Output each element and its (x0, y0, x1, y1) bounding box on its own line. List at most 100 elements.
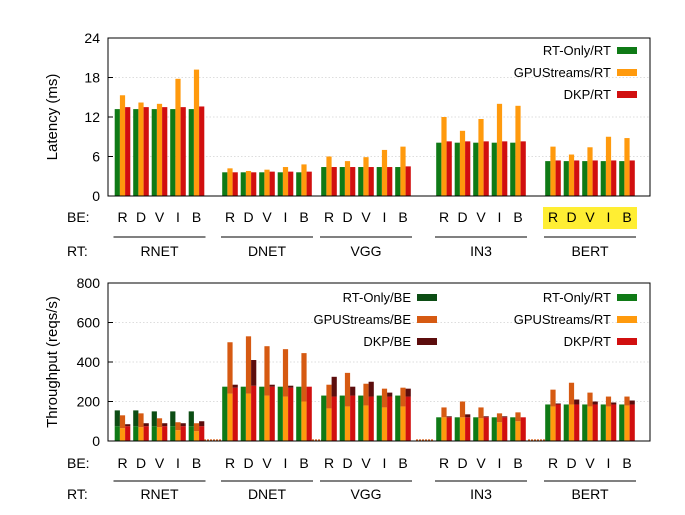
throughput-rt-bar (133, 426, 139, 441)
throughput-rt-bar (555, 404, 561, 441)
latency-be-label: R (324, 209, 334, 225)
throughput-rt-bar (306, 386, 312, 441)
throughput-y-tick-label: 600 (77, 315, 101, 331)
latency-bar (619, 161, 625, 196)
throughput-rt-bar (376, 395, 382, 441)
throughput-be-bar (568, 382, 575, 405)
latency-bar (143, 107, 149, 197)
latency-bar (454, 142, 460, 196)
latency-bar (326, 156, 332, 196)
throughput-rt-bar (222, 386, 228, 441)
latency-bar (188, 109, 194, 196)
throughput-be-bar (405, 388, 411, 397)
throughput-rt-bar (227, 393, 233, 441)
latency-bar (251, 172, 257, 196)
throughput-rt-bar (339, 395, 345, 441)
throughput-rt-bar (605, 406, 612, 441)
latency-be-label: D (243, 209, 253, 225)
throughput-legend-swatch (617, 294, 637, 301)
latency-bar (264, 169, 270, 196)
latency-bar (344, 161, 351, 196)
throughput-be-bar (282, 349, 289, 397)
throughput-be-bar (138, 413, 144, 428)
throughput-be-bar (119, 415, 126, 429)
throughput-be-label: B (299, 455, 308, 471)
latency-be-label: B (513, 209, 522, 225)
throughput-rt-bar (162, 426, 168, 441)
throughput-rt-bar (269, 386, 275, 441)
throughput-legend-label: GPUStreams/BE (313, 312, 411, 327)
latency-be-label: D (566, 209, 576, 225)
latency-bar (301, 164, 307, 196)
latency-legend: RT-Only/RT GPUStreams/RT DKP/RT (514, 43, 637, 102)
latency-be-label: I (607, 209, 611, 225)
throughput-be-bar (555, 403, 561, 405)
throughput-be-bar (301, 353, 307, 402)
throughput-be-bar (264, 346, 270, 396)
latency-bar (563, 161, 569, 196)
throughput-be-label: V (476, 455, 486, 471)
latency-bar (296, 172, 302, 196)
latency-bar (282, 167, 289, 196)
latency-group-label: IN3 (470, 243, 492, 259)
latency-bar (259, 172, 265, 196)
throughput-rt-bar (114, 426, 120, 441)
throughput-y-axis-label: Throughput (reqs/s) (44, 296, 61, 428)
latency-be-label: D (342, 209, 352, 225)
latency-be-label: V (155, 209, 165, 225)
throughput-legend-swatch (617, 338, 637, 345)
throughput-be-bar (611, 402, 617, 405)
latency-be-label: B (299, 209, 308, 225)
throughput-chart: Throughput (reqs/s) 0 200 400 600 800 RT-Onl… (44, 275, 651, 502)
throughput-be-bar (592, 401, 598, 405)
latency-be-label: I (284, 209, 288, 225)
throughput-be-bar (326, 384, 332, 409)
throughput-be-bar (193, 423, 200, 432)
latency-bar (199, 106, 205, 196)
latency-legend-swatch (617, 47, 637, 54)
latency-be-row-label: BE: (67, 209, 90, 225)
latency-be-label: I (383, 209, 387, 225)
latency-bar (592, 160, 598, 196)
latency-bar (368, 167, 374, 196)
latency-bar (611, 160, 617, 196)
latency-bar (358, 167, 364, 196)
latency-y-axis-label: Latency (ms) (44, 74, 61, 161)
latency-bar (363, 157, 369, 196)
throughput-rt-bar (264, 395, 270, 441)
throughput-rt-bar (400, 406, 406, 441)
latency-bar (133, 109, 139, 196)
throughput-rt-bar (170, 426, 176, 441)
throughput-be-bar (605, 396, 612, 407)
throughput-rt-bar (574, 404, 580, 441)
latency-bar (441, 117, 447, 196)
throughput-plot-frame (107, 282, 651, 442)
throughput-be-bar (629, 400, 635, 405)
throughput-be-bar (133, 410, 139, 427)
throughput-legend-label: GPUStreams/RT (514, 312, 611, 327)
throughput-be-label: D (457, 455, 467, 471)
throughput-rt-bar (251, 385, 257, 441)
throughput-be-bar (465, 414, 471, 418)
throughput-rt-bar (563, 404, 569, 441)
throughput-rt-bar (478, 418, 484, 441)
throughput-be-label: I (383, 455, 387, 471)
throughput-be-label: V (361, 455, 371, 471)
latency-bar (321, 167, 327, 196)
throughput-be-bar (387, 392, 393, 397)
latency-be-label: D (457, 209, 467, 225)
throughput-be-bar (515, 412, 521, 422)
throughput-be-bar (245, 336, 252, 394)
throughput-be-bar (459, 401, 466, 418)
latency-bar (400, 146, 406, 197)
throughput-be-bar (114, 410, 120, 427)
latency-bars (114, 69, 635, 197)
throughput-be-bar (162, 423, 168, 427)
throughput-rt-bar (277, 386, 283, 441)
throughput-legend-swatch (417, 316, 437, 323)
latency-bar (395, 167, 401, 196)
latency-bar (496, 103, 503, 196)
latency-be-label: V (262, 209, 272, 225)
latency-chart: Latency (ms) 0 6 12 18 24 RT-Only/RT GPUStrea… (44, 30, 651, 259)
throughput-rt-bar (156, 427, 163, 441)
